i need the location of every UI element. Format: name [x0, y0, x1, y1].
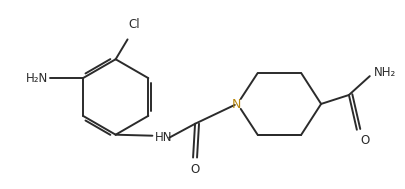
- Text: NH₂: NH₂: [374, 66, 396, 79]
- Text: N: N: [232, 98, 241, 112]
- Text: HN: HN: [156, 131, 173, 144]
- Text: O: O: [361, 134, 370, 147]
- Text: O: O: [190, 163, 200, 177]
- Text: H₂N: H₂N: [26, 72, 48, 85]
- Text: Cl: Cl: [128, 19, 140, 31]
